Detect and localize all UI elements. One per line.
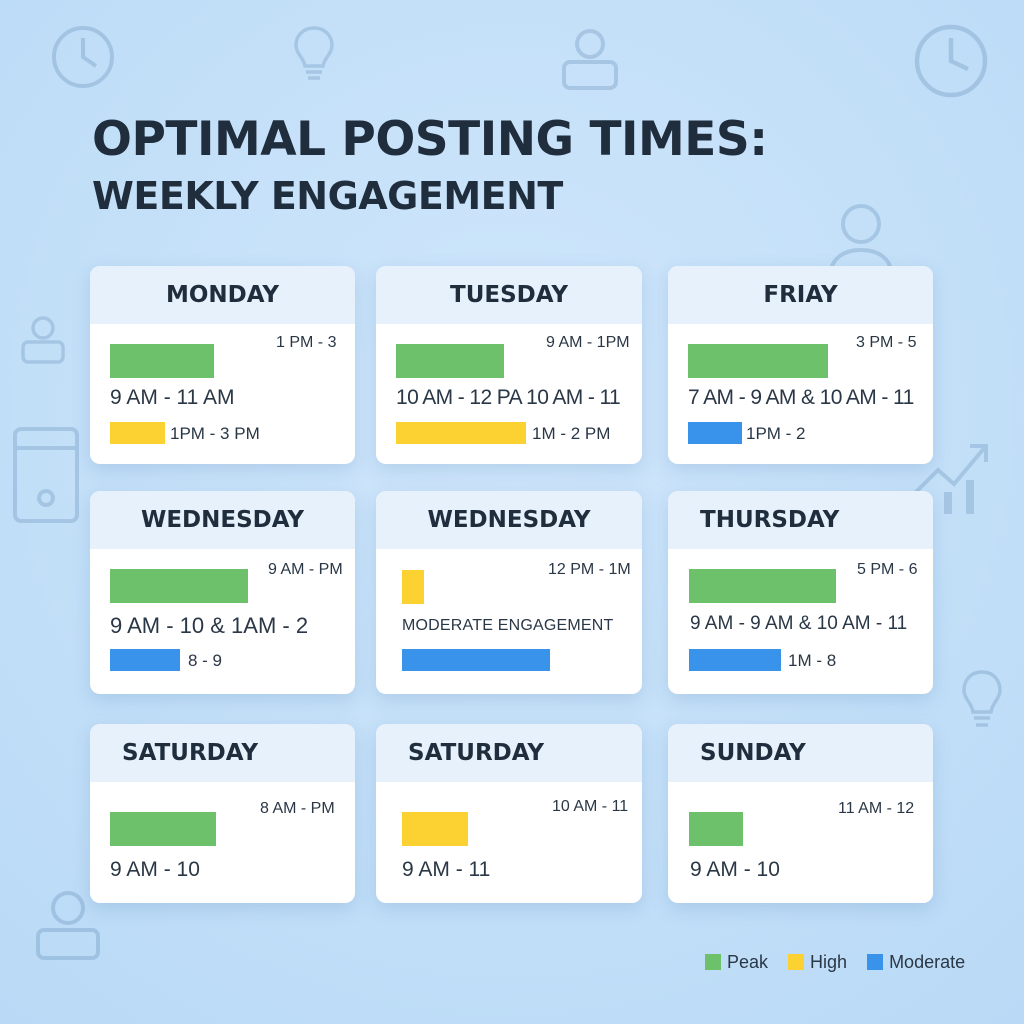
day-title: WEDNESDAY xyxy=(90,491,355,549)
time-range-label: 9 AM - 10 & 1AM - 2 xyxy=(110,613,309,638)
day-title: THURSDAY xyxy=(668,491,933,549)
high-swatch xyxy=(788,954,805,970)
day-card-wednesday: WEDNESDAY 9 AM - PM 9 AM - 10 & 1AM - 2 … xyxy=(90,491,355,694)
user-icon xyxy=(20,314,66,366)
user-icon xyxy=(560,26,620,92)
lightbulb-icon xyxy=(960,668,1004,730)
time-range-label: 9 AM - 1PM xyxy=(546,334,630,351)
user-icon xyxy=(824,200,898,280)
time-range-label: 9 AM - 9 AM & 10 AM - 11 xyxy=(690,613,908,634)
time-range-label: 3 PM - 5 xyxy=(856,334,917,351)
time-range-label: 1PM - 2 xyxy=(746,424,806,443)
day-card-monday: MONDAY 1 PM - 3 9 AM - 11 AM 1PM - 3 PM xyxy=(90,266,355,464)
day-card-sunday: SUNDAY 11 AM - 12 9 AM - 10 xyxy=(668,724,933,903)
day-card-saturday: SATURDAY 8 AM - PM 9 AM - 10 xyxy=(90,724,355,903)
day-title: SATURDAY xyxy=(90,724,355,782)
time-range-label: 9 AM - 11 xyxy=(402,858,491,881)
day-title: FRIAY xyxy=(668,266,933,324)
time-range-label: 12 PM - 1M xyxy=(548,561,631,578)
page-title: OPTIMAL POSTING TIMES: WEEKLY ENGAGEMENT xyxy=(92,112,768,224)
user-icon xyxy=(34,888,102,962)
legend: Peak High Moderate xyxy=(705,952,975,973)
day-title: SUNDAY xyxy=(668,724,933,782)
moderate-bar xyxy=(688,422,742,444)
peak-bar xyxy=(110,344,214,378)
legend-label: High xyxy=(810,952,848,972)
day-card-saturday-2: SATURDAY 10 AM - 11 9 AM - 11 xyxy=(376,724,642,903)
day-title: MONDAY xyxy=(90,266,355,324)
time-range-label: 10 AM - 12 PA 10 AM - 11 xyxy=(396,386,621,409)
high-bar xyxy=(402,570,424,604)
moderate-bar xyxy=(110,649,180,671)
high-bar xyxy=(396,422,526,444)
time-range-label: 8 AM - PM xyxy=(260,800,335,817)
peak-bar xyxy=(689,569,836,603)
time-range-label: 1M - 8 xyxy=(788,651,837,670)
moderate-swatch xyxy=(867,954,884,970)
time-range-label: 7 AM - 9 AM & 10 AM - 11 xyxy=(688,386,914,409)
day-card-friday: FRIAY 3 PM - 5 7 AM - 9 AM & 10 AM - 11 … xyxy=(668,266,933,464)
title-line-1: OPTIMAL POSTING TIMES: xyxy=(92,112,768,167)
legend-item-peak: Peak xyxy=(705,952,768,973)
peak-bar xyxy=(689,812,743,846)
day-title: TUESDAY xyxy=(376,266,642,324)
time-range-label: 11 AM - 12 xyxy=(838,800,915,817)
time-range-label: 9 AM - 11 AM xyxy=(110,386,235,409)
time-range-label: 10 AM - 11 xyxy=(552,798,629,815)
day-card-tuesday: TUESDAY 9 AM - 1PM 10 AM - 12 PA 10 AM -… xyxy=(376,266,642,464)
moderate-bar xyxy=(689,649,781,671)
engagement-label: MODERATE ENGAGEMENT xyxy=(402,617,614,634)
time-range-label: 9 AM - PM xyxy=(268,561,343,578)
high-bar xyxy=(402,812,468,846)
day-title: SATURDAY xyxy=(376,724,642,782)
day-card-wednesday-2: WEDNESDAY 12 PM - 1M MODERATE ENGAGEMENT xyxy=(376,491,642,694)
peak-bar xyxy=(110,569,248,603)
peak-bar xyxy=(396,344,504,378)
peak-bar xyxy=(110,812,216,846)
legend-item-moderate: Moderate xyxy=(867,952,965,973)
high-bar xyxy=(110,422,165,444)
lightbulb-icon xyxy=(292,24,336,82)
legend-label: Peak xyxy=(727,952,769,972)
peak-bar xyxy=(688,344,828,378)
time-range-label: 9 AM - 10 xyxy=(110,858,200,881)
time-range-label: 5 PM - 6 xyxy=(857,561,918,578)
time-range-label: 1M - 2 PM xyxy=(532,424,611,443)
growth-chart-icon xyxy=(908,436,994,516)
legend-label: Moderate xyxy=(889,952,966,972)
time-range-label: 1PM - 3 PM xyxy=(170,424,260,443)
time-range-label: 1 PM - 3 xyxy=(276,334,337,351)
time-range-label: 8 - 9 xyxy=(188,651,223,670)
clock-icon xyxy=(912,22,990,100)
day-card-thursday: THURSDAY 5 PM - 6 9 AM - 9 AM & 10 AM - … xyxy=(668,491,933,694)
tablet-icon xyxy=(12,426,80,524)
title-line-2: WEEKLY ENGAGEMENT xyxy=(92,174,563,218)
time-range-label: 9 AM - 10 xyxy=(690,858,780,881)
peak-swatch xyxy=(705,954,721,970)
legend-item-high: High xyxy=(788,952,847,973)
moderate-bar xyxy=(402,649,550,671)
clock-icon xyxy=(50,24,116,90)
day-title: WEDNESDAY xyxy=(376,491,642,549)
